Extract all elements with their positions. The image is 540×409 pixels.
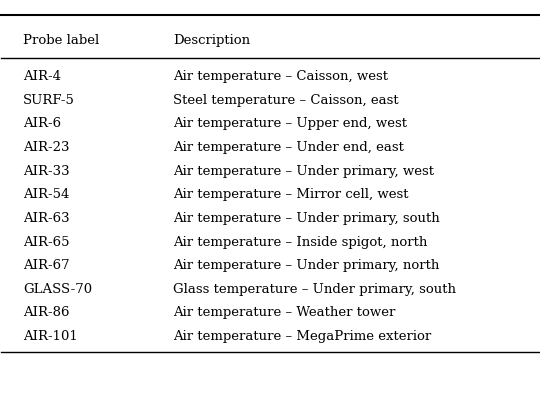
Text: GLASS-70: GLASS-70 [23,282,92,295]
Text: SURF-5: SURF-5 [23,94,75,107]
Text: Air temperature – Under end, east: Air temperature – Under end, east [173,141,404,154]
Text: Description: Description [173,34,251,47]
Text: Air temperature – Weather tower: Air temperature – Weather tower [173,306,396,319]
Text: AIR-6: AIR-6 [23,117,61,130]
Text: Air temperature – Caisson, west: Air temperature – Caisson, west [173,70,388,83]
Text: Air temperature – Upper end, west: Air temperature – Upper end, west [173,117,407,130]
Text: Probe label: Probe label [23,34,99,47]
Text: Air temperature – Mirror cell, west: Air temperature – Mirror cell, west [173,188,409,201]
Text: Air temperature – Under primary, south: Air temperature – Under primary, south [173,211,440,225]
Text: Air temperature – MegaPrime exterior: Air temperature – MegaPrime exterior [173,329,431,342]
Text: Air temperature – Under primary, west: Air temperature – Under primary, west [173,164,434,177]
Text: AIR-63: AIR-63 [23,211,70,225]
Text: AIR-67: AIR-67 [23,258,70,272]
Text: AIR-4: AIR-4 [23,70,61,83]
Text: AIR-101: AIR-101 [23,329,78,342]
Text: AIR-54: AIR-54 [23,188,69,201]
Text: Air temperature – Under primary, north: Air temperature – Under primary, north [173,258,440,272]
Text: AIR-86: AIR-86 [23,306,69,319]
Text: Steel temperature – Caisson, east: Steel temperature – Caisson, east [173,94,399,107]
Text: AIR-33: AIR-33 [23,164,70,177]
Text: AIR-65: AIR-65 [23,235,69,248]
Text: Glass temperature – Under primary, south: Glass temperature – Under primary, south [173,282,456,295]
Text: Air temperature – Inside spigot, north: Air temperature – Inside spigot, north [173,235,428,248]
Text: AIR-23: AIR-23 [23,141,69,154]
